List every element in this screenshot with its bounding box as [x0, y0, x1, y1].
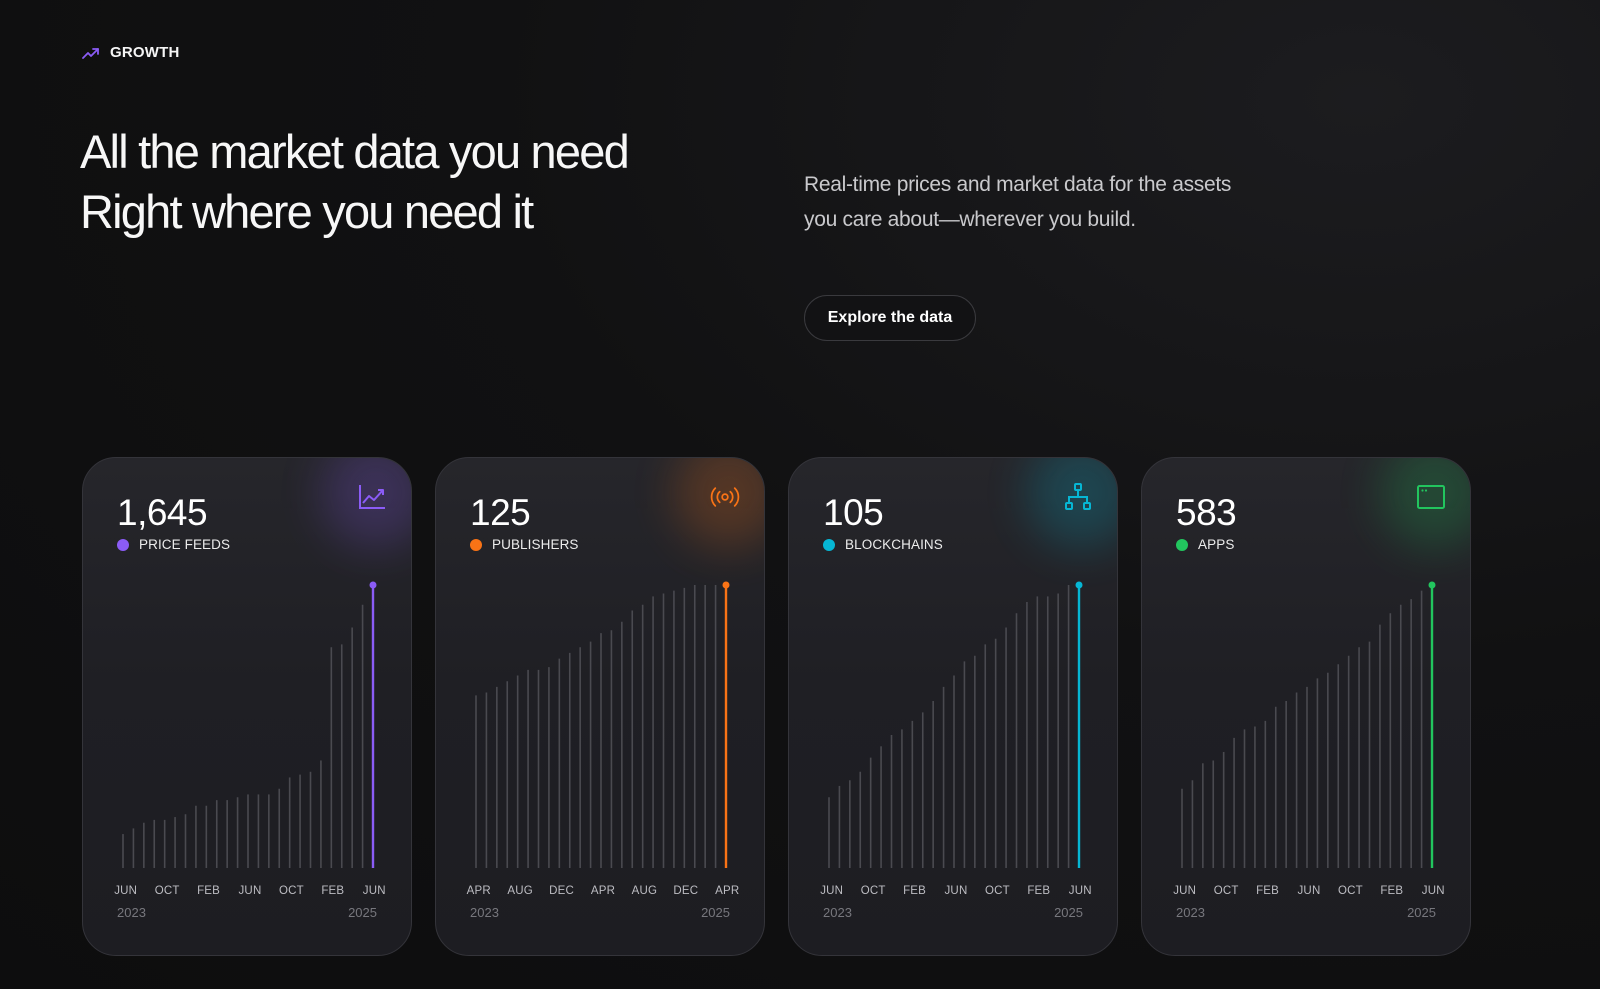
year-start: 2023 [1176, 905, 1205, 920]
stats-cards: 1,645 PRICE FEEDS JUN OCT FEB JUN OCT FE… [82, 457, 1471, 956]
section-eyebrow: GROWTH [82, 44, 180, 61]
current-value-marker [1075, 581, 1083, 589]
stat-card-blockchains: 105 BLOCKCHAINS JUN OCT FEB JUN OCT FEB … [788, 457, 1118, 956]
x-tick: FEB [903, 885, 927, 897]
x-axis-ticks: JUN OCT FEB JUN OCT FEB JUN [1164, 885, 1454, 897]
growth-chart [1181, 581, 1436, 868]
x-tick: APR [466, 885, 491, 897]
x-tick: AUG [507, 885, 533, 897]
trend-up-icon [82, 47, 99, 59]
headline-line-2: Right where you need it [80, 185, 534, 238]
x-tick: JUN [238, 885, 262, 897]
stat-label: PRICE FEEDS [117, 537, 230, 552]
stat-label-text: BLOCKCHAINS [845, 537, 943, 552]
x-tick: DEC [673, 885, 699, 897]
stat-card-price-feeds: 1,645 PRICE FEEDS JUN OCT FEB JUN OCT FE… [82, 457, 412, 956]
x-tick: JUN [820, 885, 844, 897]
stat-label-text: PRICE FEEDS [139, 537, 231, 552]
x-axis-ticks: APR AUG DEC APR AUG DEC APR [458, 885, 748, 897]
x-tick: OCT [154, 885, 180, 897]
year-end: 2025 [701, 905, 730, 920]
stat-card-publishers: 125 PUBLISHERS APR AUG DEC APR AUG DEC A… [435, 457, 765, 956]
network-icon [1065, 483, 1091, 510]
x-tick: JUN [362, 885, 386, 897]
headline-line-1: All the market data you need [80, 125, 630, 178]
x-tick: APR [590, 885, 616, 897]
legend-dot [470, 538, 482, 551]
stat-label: PUBLISHERS [470, 537, 579, 552]
x-tick: JUN [1421, 885, 1445, 897]
x-axis-years: 2023 2025 [823, 905, 1083, 920]
x-tick: FEB [1380, 885, 1404, 897]
x-axis-ticks: JUN OCT FEB JUN OCT FEB JUN [105, 885, 395, 897]
x-tick: DEC [549, 885, 574, 897]
current-value-marker [1428, 581, 1436, 589]
x-axis-ticks: JUN OCT FEB JUN OCT FEB JUN [811, 885, 1101, 897]
legend-dot [117, 538, 129, 551]
stat-value: 1,645 [117, 492, 208, 533]
broadcast-icon [710, 487, 740, 507]
x-tick: JUN [1068, 885, 1092, 897]
window-icon [1417, 485, 1445, 509]
legend-dot [823, 538, 835, 551]
x-tick: OCT [860, 885, 886, 897]
year-end: 2025 [1054, 905, 1083, 920]
x-tick: FEB [321, 885, 345, 897]
stat-card-apps: 583 APPS JUN OCT FEB JUN OCT FEB JUN 202… [1141, 457, 1471, 956]
x-axis-years: 2023 2025 [1176, 905, 1436, 920]
page-headline: All the market data you need Right where… [80, 122, 630, 242]
stat-value: 583 [1176, 492, 1237, 533]
stat-value: 125 [470, 492, 531, 533]
x-tick: FEB [197, 885, 221, 897]
x-tick: FEB [1256, 885, 1280, 897]
legend-dot [1176, 538, 1188, 551]
year-start: 2023 [117, 905, 146, 920]
growth-chart [475, 581, 730, 868]
x-tick: OCT [984, 885, 1010, 897]
x-tick: OCT [1337, 885, 1363, 897]
stat-value: 105 [823, 492, 884, 533]
x-tick: OCT [278, 885, 304, 897]
x-axis-years: 2023 2025 [117, 905, 377, 920]
year-start: 2023 [470, 905, 499, 920]
x-tick: JUN [1173, 885, 1197, 897]
current-value-marker [369, 581, 377, 589]
x-tick: JUN [944, 885, 968, 897]
section-description: Real-time prices and market data for the… [804, 173, 1232, 231]
x-tick: FEB [1027, 885, 1051, 897]
year-end: 2025 [1407, 905, 1436, 920]
stat-label-text: PUBLISHERS [492, 537, 579, 552]
year-start: 2023 [823, 905, 852, 920]
stat-label-text: APPS [1198, 537, 1235, 552]
x-tick: JUN [114, 885, 138, 897]
x-tick: OCT [1213, 885, 1239, 897]
x-tick: JUN [1297, 885, 1321, 897]
eyebrow-label: GROWTH [110, 44, 180, 61]
explore-data-button[interactable]: Explore the data [804, 295, 976, 341]
stat-label: BLOCKCHAINS [823, 537, 943, 552]
growth-chart [828, 581, 1083, 868]
chart-line-icon [359, 485, 385, 509]
stat-label: APPS [1176, 537, 1234, 552]
x-tick: AUG [631, 885, 658, 897]
current-value-marker [722, 581, 730, 589]
growth-chart [122, 581, 377, 868]
x-axis-years: 2023 2025 [470, 905, 730, 920]
year-end: 2025 [348, 905, 377, 920]
x-tick: APR [715, 885, 740, 897]
